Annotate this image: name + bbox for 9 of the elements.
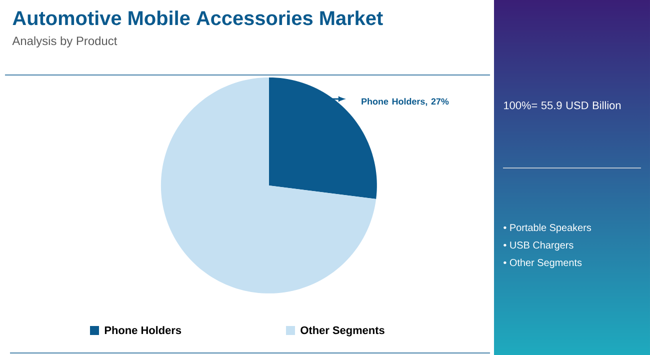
text: • Portable Speakers xyxy=(504,224,592,234)
text: Phone Holders, 27% xyxy=(362,98,449,106)
legend-label: Other Segments xyxy=(300,326,384,336)
legend-label: Phone Holders xyxy=(104,326,182,334)
text: • Other Segments xyxy=(504,258,582,268)
text: • USB Chargers xyxy=(504,241,574,251)
chart-title: Automotive Mobile Accessories Market xyxy=(12,10,383,26)
text: 100%= 55.9 USD Billion xyxy=(504,101,621,110)
chart-subtitle: Analysis by Product xyxy=(12,36,118,48)
